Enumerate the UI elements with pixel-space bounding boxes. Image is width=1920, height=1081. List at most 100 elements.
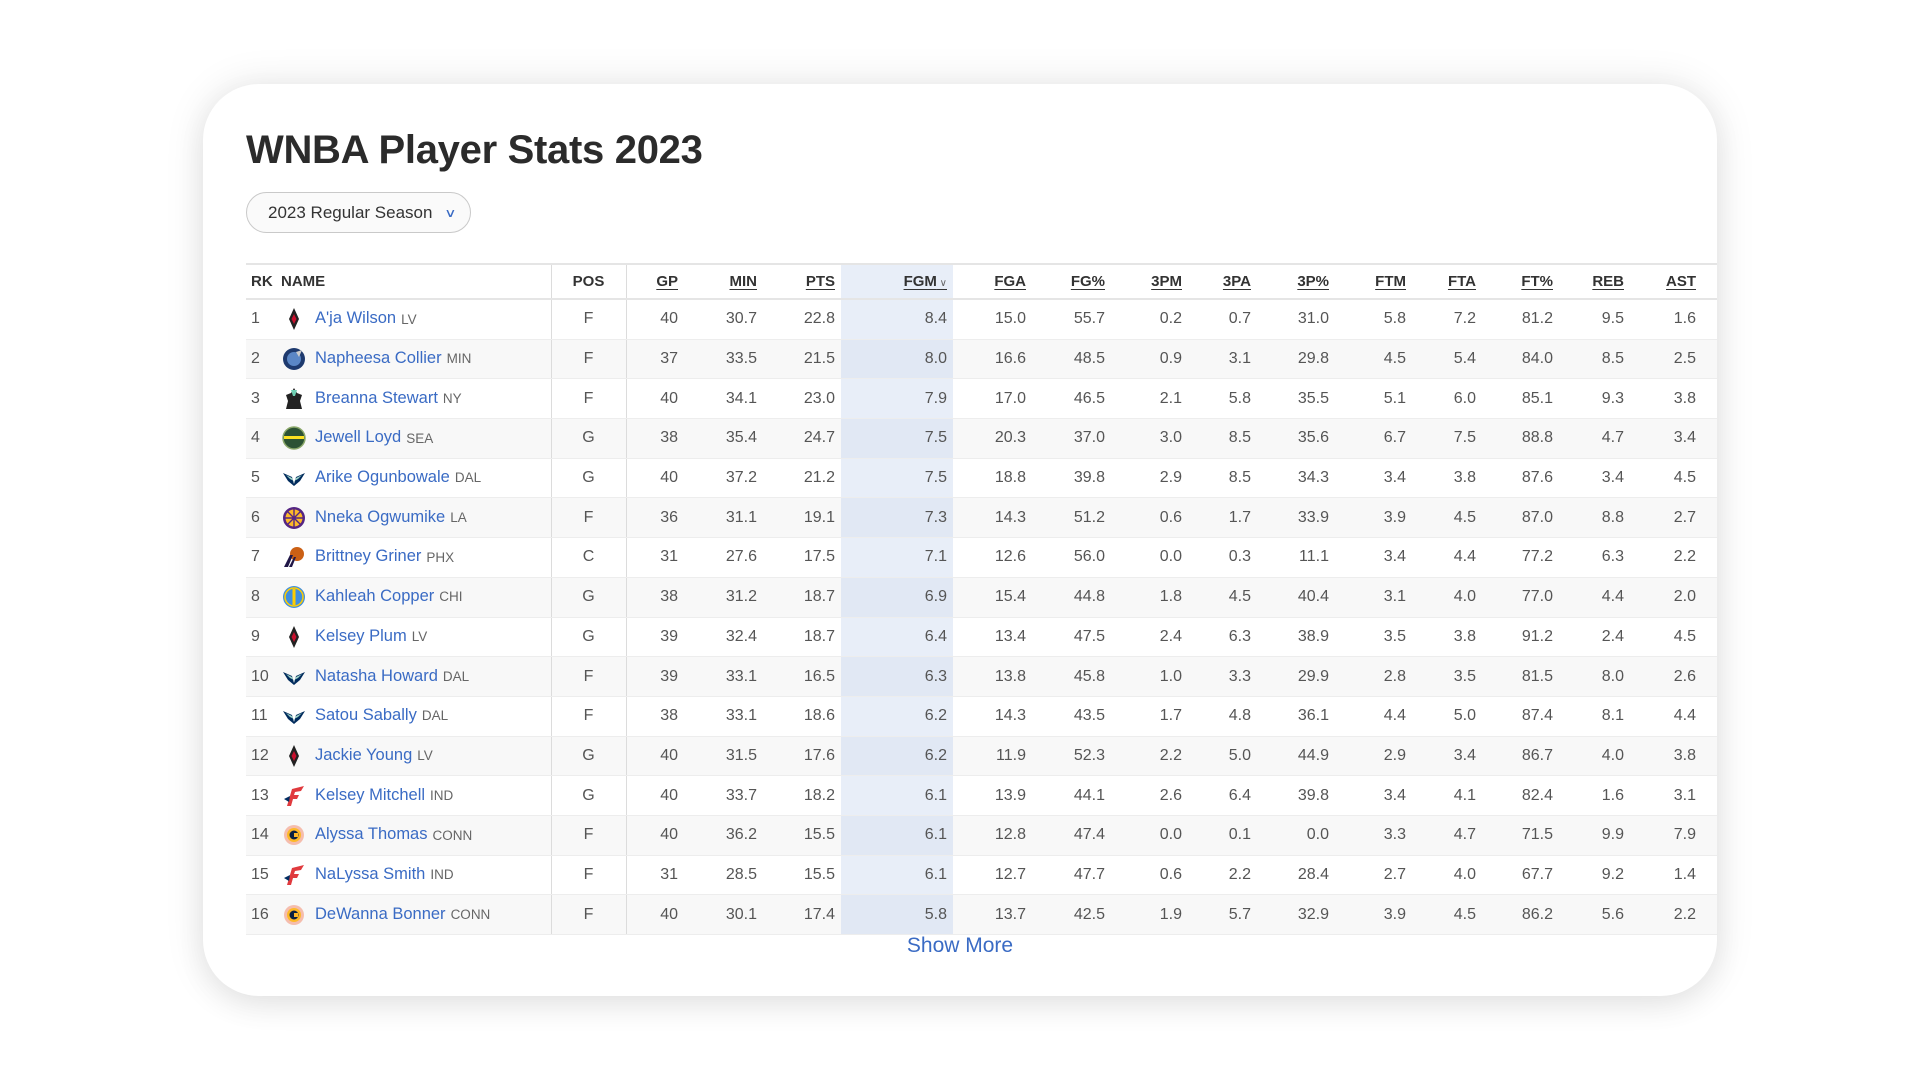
- stat-cell-min: 33.1: [684, 696, 763, 737]
- column-header-reb[interactable]: REB: [1559, 263, 1630, 300]
- stat-cell-fg-pct: 51.2: [1032, 497, 1111, 539]
- stat-cell-fg-pct: 56.0: [1032, 537, 1111, 578]
- stat-cell-ftm: 3.4: [1335, 537, 1412, 578]
- player-name-link[interactable]: A'ja Wilson: [315, 309, 397, 328]
- stat-cell-fta: 4.0: [1412, 855, 1482, 896]
- player-name-link[interactable]: Jewell Loyd: [315, 428, 402, 447]
- player-name-link[interactable]: Napheesa Collier: [315, 349, 442, 368]
- player-name-link[interactable]: Kahleah Copper: [315, 587, 435, 606]
- column-header-label: PTS: [805, 273, 835, 290]
- column-header-pts[interactable]: PTS: [763, 263, 841, 300]
- los-angeles-sparks-logo-icon: [282, 506, 306, 530]
- stat-cell-fta: 7.2: [1412, 299, 1482, 340]
- stat-cell-ftm: 3.5: [1335, 617, 1412, 658]
- column-header-rk: RK: [246, 263, 276, 300]
- player-name-link[interactable]: Nneka Ogwumike: [315, 508, 446, 527]
- chevron-down-icon: ∨: [444, 205, 458, 220]
- season-dropdown[interactable]: 2023 Regular Season ∨: [246, 192, 471, 233]
- stat-cell-ft-pct: 88.8: [1482, 418, 1559, 459]
- stat-cell-fg-pct: 48.5: [1032, 339, 1111, 380]
- stat-cell-3pm: 3.0: [1111, 418, 1188, 459]
- column-header-fta[interactable]: FTA: [1412, 263, 1482, 300]
- las-vegas-aces-logo-icon: [282, 307, 306, 331]
- column-header-label: FGA: [994, 273, 1026, 290]
- stat-cell-fgm: 7.9: [841, 378, 953, 420]
- column-header-label: RK: [251, 273, 273, 290]
- column-header-label: GP: [656, 273, 678, 290]
- player-name-link[interactable]: DeWanna Bonner: [315, 904, 446, 923]
- player-name-link[interactable]: Satou Sabally: [315, 706, 417, 725]
- stat-cell-ast: 3.4: [1630, 418, 1717, 459]
- player-name-link[interactable]: NaLyssa Smith: [315, 865, 426, 884]
- pos-cell: G: [551, 775, 627, 816]
- player-name-link[interactable]: Breanna Stewart: [315, 388, 438, 407]
- stat-cell-ftm: 3.4: [1335, 458, 1412, 499]
- column-header-pos: POS: [551, 263, 627, 300]
- rank-cell: 3: [246, 378, 276, 420]
- player-stats-table: RK NAME POS GP MIN PTS FGM ∨ FGA FG% 3PM 3PA 3P% FTM…: [246, 263, 1717, 935]
- stat-cell-3pm: 0.6: [1111, 855, 1188, 896]
- column-header-3p-pct[interactable]: 3P%: [1257, 263, 1335, 300]
- player-name-link[interactable]: Natasha Howard: [315, 666, 438, 685]
- player-name-link[interactable]: Arike Ogunbowale: [315, 468, 450, 487]
- stat-cell-ftm: 4.4: [1335, 696, 1412, 737]
- stat-cell-ft-pct: 85.1: [1482, 378, 1559, 420]
- column-header-ast[interactable]: AST: [1630, 263, 1717, 300]
- stat-cell-ft-pct: 71.5: [1482, 815, 1559, 856]
- stat-cell-fgm: 8.0: [841, 339, 953, 380]
- stat-cell-gp: 38: [626, 577, 684, 618]
- column-header-fga[interactable]: FGA: [953, 263, 1032, 300]
- pos-cell: G: [551, 418, 627, 459]
- rank-cell: 9: [246, 617, 276, 658]
- player-name-link[interactable]: Alyssa Thomas: [315, 825, 428, 844]
- column-header-fgm[interactable]: FGM ∨: [841, 263, 953, 300]
- stat-cell-fg-pct: 42.5: [1032, 894, 1111, 935]
- column-header-label: MIN: [729, 273, 758, 290]
- stat-cell-fga: 13.9: [953, 775, 1032, 816]
- stat-cell-fgm: 6.2: [841, 696, 953, 737]
- stat-cell-fgm: 6.2: [841, 736, 953, 777]
- stat-cell-fta: 5.0: [1412, 696, 1482, 737]
- table-row: 8 Kahleah Copper CHI G 38 31.2 18.7 6.9 15.4 44.8…: [246, 577, 1717, 618]
- stat-cell-gp: 31: [626, 537, 684, 578]
- stat-cell-fga: 17.0: [953, 378, 1032, 420]
- column-header-label: POS: [572, 273, 605, 290]
- stat-cell-reb: 8.8: [1559, 497, 1630, 539]
- column-header-ftm[interactable]: FTM: [1335, 263, 1412, 300]
- stat-cell-fta: 4.5: [1412, 894, 1482, 935]
- player-cell: Breanna Stewart NY: [276, 378, 552, 420]
- stat-cell-reb: 4.4: [1559, 577, 1630, 618]
- stat-cell-gp: 40: [626, 378, 684, 420]
- stat-cell-ftm: 3.4: [1335, 775, 1412, 816]
- table-row: 14 Alyssa Thomas CONN F 40 36.2 15.5 6.1 12.8 47.…: [246, 815, 1717, 856]
- page-title: WNBA Player Stats 2023: [246, 128, 703, 172]
- dallas-wings-logo-icon: [282, 665, 306, 689]
- stat-cell-fta: 4.5: [1412, 497, 1482, 539]
- stat-cell-3pa: 2.2: [1188, 855, 1257, 896]
- team-abbr: IND: [430, 867, 454, 883]
- player-name-link[interactable]: Brittney Griner: [315, 547, 422, 566]
- sort-descending-icon: ∨: [936, 278, 947, 289]
- stat-cell-ast: 4.5: [1630, 617, 1717, 658]
- stat-cell-fga: 14.3: [953, 696, 1032, 737]
- stat-cell-3pa: 5.7: [1188, 894, 1257, 935]
- stat-cell-ftm: 3.1: [1335, 577, 1412, 618]
- column-header-fg-pct[interactable]: FG%: [1032, 263, 1111, 300]
- stat-cell-ast: 2.2: [1630, 537, 1717, 578]
- stat-cell-pts: 18.7: [763, 577, 841, 618]
- column-header-min[interactable]: MIN: [684, 263, 763, 300]
- table-header-row: RK NAME POS GP MIN PTS FGM ∨ FGA FG% 3PM 3PA 3P% FTM…: [246, 263, 1717, 300]
- column-header-3pm[interactable]: 3PM: [1111, 263, 1188, 300]
- rank-cell: 14: [246, 815, 276, 856]
- player-name-link[interactable]: Kelsey Mitchell: [315, 785, 426, 804]
- column-header-ft-pct[interactable]: FT%: [1482, 263, 1559, 300]
- stat-cell-fgm: 7.3: [841, 497, 953, 539]
- table-row: 11 Satou Sabally DAL F 38 33.1 18.6 6.2 14.3 43.5…: [246, 696, 1717, 737]
- stat-cell-3pm: 1.9: [1111, 894, 1188, 935]
- column-header-3pa[interactable]: 3PA: [1188, 263, 1257, 300]
- player-name-link[interactable]: Jackie Young: [315, 746, 413, 765]
- stat-cell-3pa: 3.3: [1188, 656, 1257, 697]
- show-more-button[interactable]: Show More: [906, 934, 1014, 957]
- las-vegas-aces-logo-icon: [282, 744, 306, 768]
- player-name-link[interactable]: Kelsey Plum: [315, 627, 407, 646]
